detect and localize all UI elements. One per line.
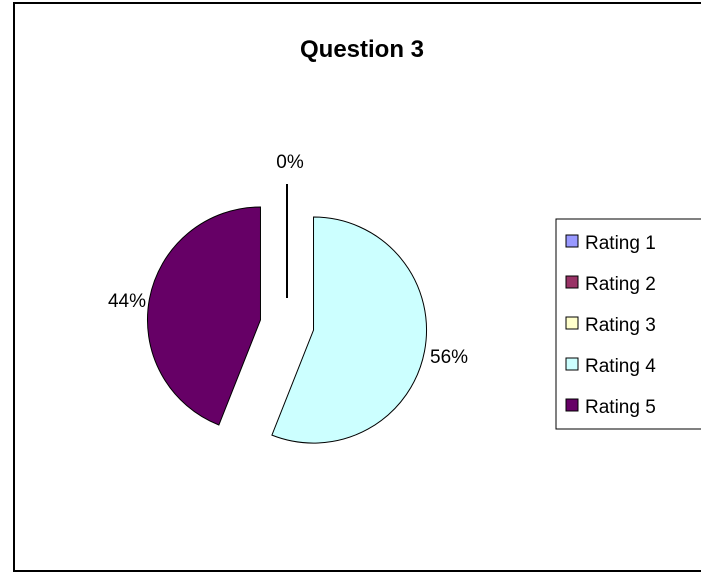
- pie-slice-rating-5: [147, 206, 261, 426]
- chart-title: Question 3: [300, 36, 424, 63]
- legend-label-rating-4: Rating 4: [585, 356, 656, 377]
- legend-swatch-rating-4: [565, 357, 579, 371]
- data-label-rating-1: 0%: [276, 152, 304, 173]
- legend-swatch-rating-1: [565, 234, 579, 248]
- legend-swatch-rating-5: [565, 398, 579, 412]
- pie-labels: 0% 56% 44%: [108, 152, 468, 368]
- pie-slice-rating-4: [271, 216, 428, 444]
- legend-label-rating-2: Rating 2: [585, 274, 656, 295]
- legend-label-rating-1: Rating 1: [585, 233, 656, 254]
- legend-box: [555, 218, 701, 430]
- legend-swatch-rating-2: [565, 275, 579, 289]
- legend: Rating 1 Rating 2 Rating 3 Rating 4 Rating 5: [555, 218, 701, 430]
- data-label-rating-5: 44%: [108, 291, 146, 312]
- pie-slices: [147, 184, 428, 444]
- legend-label-rating-3: Rating 3: [585, 315, 656, 336]
- data-label-rating-4: 56%: [430, 347, 468, 368]
- legend-label-rating-5: Rating 5: [585, 397, 656, 418]
- legend-swatch-rating-3: [565, 316, 579, 330]
